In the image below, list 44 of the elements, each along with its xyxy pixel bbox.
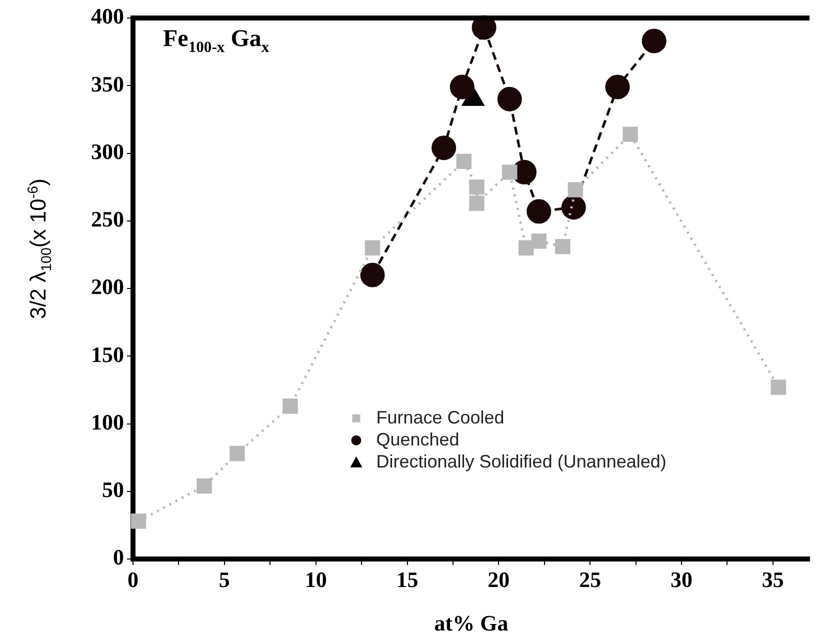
chart-title: Fe$_{100-x}$ Ga$_{x}$ — [163, 26, 270, 57]
point — [364, 240, 380, 256]
y-tick-label: 300 — [91, 138, 124, 164]
y-tick-label: 350 — [91, 71, 124, 96]
point — [770, 380, 786, 395]
legend-label: Quenched — [376, 429, 460, 450]
point — [230, 446, 245, 462]
point — [497, 86, 522, 112]
x-axis-title: at% Ga — [434, 610, 508, 636]
point — [502, 164, 518, 180]
point — [555, 238, 570, 254]
x-tick-label: 5 — [218, 566, 230, 592]
point — [469, 196, 484, 211]
point — [450, 74, 474, 100]
legend-label: Directionally Solidified (Unannealed) — [376, 451, 666, 472]
x-tick-label: 10 — [304, 566, 327, 592]
x-tick-label: 15 — [396, 566, 418, 592]
legend-label: Furnace Cooled — [376, 407, 504, 428]
point — [622, 126, 638, 142]
x-tick-label: 35 — [762, 566, 784, 592]
point — [518, 240, 534, 256]
y-tick-label: 250 — [91, 206, 124, 232]
point — [605, 74, 630, 100]
y-tick-label: 100 — [91, 409, 124, 434]
point — [642, 28, 666, 54]
point — [360, 262, 385, 288]
x-tick-label: 25 — [579, 566, 602, 592]
x-tick-label: 30 — [670, 566, 693, 592]
point — [196, 478, 212, 494]
x-tick-label: 20 — [488, 566, 510, 592]
point — [456, 154, 472, 169]
y-tick-label: 150 — [91, 342, 124, 367]
y-tick-label: 0 — [113, 544, 124, 570]
point — [561, 195, 586, 220]
point — [568, 182, 584, 198]
point — [130, 514, 146, 529]
y-tick-label: 400 — [91, 4, 124, 29]
point — [469, 179, 484, 195]
y-tick-label: 200 — [91, 274, 124, 300]
point — [432, 136, 456, 160]
point — [282, 398, 298, 414]
point — [531, 234, 547, 249]
point — [526, 199, 552, 224]
y-tick-label: 50 — [102, 477, 124, 502]
